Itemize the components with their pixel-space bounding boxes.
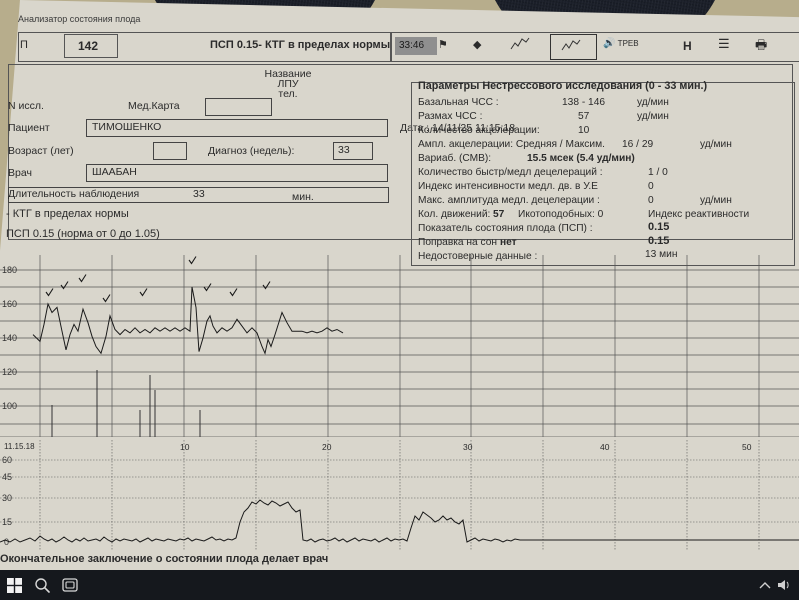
svg-text:15: 15 [2, 517, 12, 527]
svg-text:160: 160 [2, 299, 17, 309]
svg-text:30: 30 [2, 493, 12, 503]
svg-text:0: 0 [4, 537, 9, 547]
svg-text:180: 180 [2, 265, 17, 275]
svg-text:140: 140 [2, 333, 17, 343]
svg-text:100: 100 [2, 401, 17, 411]
svg-text:60: 60 [2, 455, 12, 465]
svg-text:120: 120 [2, 367, 17, 377]
svg-text:45: 45 [2, 472, 12, 482]
